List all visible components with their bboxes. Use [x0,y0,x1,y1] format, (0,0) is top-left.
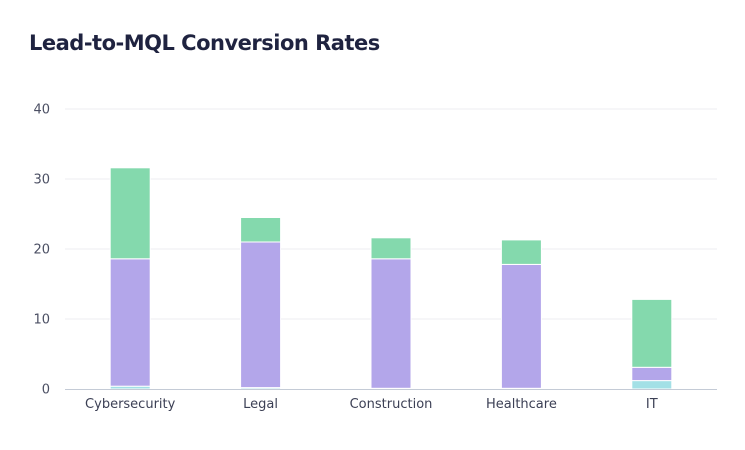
bar-segment[interactable] [500,239,542,265]
x-category-label: Healthcare [486,397,557,412]
x-category-label: IT [646,397,658,412]
y-tick-label: 30 [33,173,50,188]
bar-segment[interactable] [631,380,673,390]
y-tick-label: 0 [42,383,50,398]
bars [109,167,673,390]
x-category-label: Cybersecurity [85,397,176,412]
y-tick-label: 10 [33,313,50,328]
bar-segment[interactable] [631,366,673,382]
y-tick-label: 20 [33,243,50,258]
chart-title: Lead-to-MQL Conversion Rates [29,31,380,55]
bar-segment[interactable] [240,217,282,243]
bar-segment[interactable] [109,167,151,260]
bar-segment[interactable] [370,258,412,389]
bar-segment[interactable] [109,258,151,387]
bar-segment[interactable] [631,298,673,368]
x-category-label: Construction [350,397,433,412]
y-axis-ticks: 0 10 20 30 40 [33,103,50,398]
bar-segment[interactable] [370,237,412,260]
y-tick-label: 40 [33,103,50,118]
x-axis-labels: Cybersecurity Legal Construction Healthcare… [85,397,658,412]
x-category-label: Legal [243,397,278,412]
bar-segment[interactable] [500,263,542,389]
bar-segment[interactable] [240,241,282,389]
